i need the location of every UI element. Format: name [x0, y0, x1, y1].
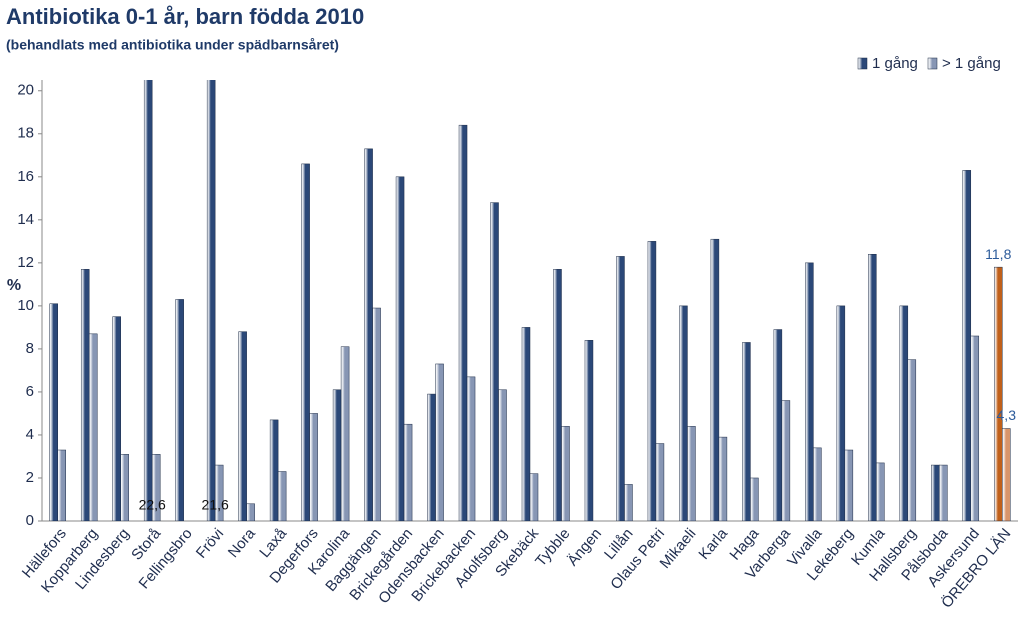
y-tick-label: 12 — [17, 254, 34, 271]
bar — [970, 335, 980, 521]
bar — [931, 464, 940, 521]
bar — [151, 454, 161, 521]
y-tick-label: 18 — [17, 125, 34, 142]
bar — [939, 464, 948, 521]
bar — [521, 327, 531, 521]
x-tick-label: Tybble — [532, 525, 573, 570]
bar — [277, 471, 287, 521]
bar — [246, 503, 255, 521]
bar — [332, 389, 342, 521]
bar — [143, 80, 153, 521]
bar — [175, 299, 184, 521]
bar — [750, 477, 759, 521]
y-tick-label: 10 — [17, 297, 34, 314]
bar — [309, 413, 318, 521]
value-label: 11,8 — [985, 246, 1011, 262]
x-tick-label: Karla — [695, 525, 731, 563]
value-label: 4,3 — [997, 407, 1017, 423]
legend-swatch — [927, 57, 938, 70]
bar — [403, 423, 413, 521]
bar — [57, 449, 66, 521]
bar — [907, 359, 917, 521]
bar — [206, 80, 216, 521]
bar — [466, 376, 476, 521]
value-label: 22,6 — [139, 497, 166, 513]
y-tick-label: 20 — [17, 82, 34, 99]
x-tick-label: Ängen — [564, 525, 605, 569]
bar — [269, 419, 279, 521]
y-tick-label: 0 — [26, 512, 34, 529]
bar — [868, 253, 877, 521]
bar — [340, 346, 350, 521]
bar — [687, 426, 696, 521]
bar — [710, 238, 720, 521]
y-tick-label: 6 — [26, 383, 34, 400]
value-label: 21,6 — [202, 497, 229, 513]
bar — [655, 443, 665, 521]
legend-swatch — [857, 57, 868, 70]
bar — [238, 331, 247, 521]
chart-subtitle: (behandlats med antibiotika under spädba… — [6, 37, 339, 53]
chart-title: Antibiotika 0-1 år, barn födda 2010 — [6, 4, 364, 29]
bar — [427, 393, 436, 521]
bar — [584, 340, 594, 521]
bar — [1002, 428, 1011, 521]
legend-label: 1 gång — [872, 55, 918, 72]
bar — [679, 305, 688, 521]
bar — [742, 342, 751, 521]
bar — [372, 307, 381, 521]
bar — [876, 462, 885, 521]
x-tick-label: Frövi — [193, 525, 227, 561]
bar — [120, 454, 129, 521]
y-tick-label: 16 — [17, 168, 34, 185]
y-tick-label: 2 — [26, 469, 34, 486]
bar — [301, 163, 310, 521]
bar — [364, 148, 373, 521]
y-axis-label: % — [7, 277, 21, 294]
bar — [435, 363, 444, 521]
bar — [781, 400, 791, 521]
bars — [49, 80, 1011, 521]
bar — [647, 241, 657, 521]
bar — [498, 389, 507, 521]
bar — [899, 305, 909, 521]
bar — [836, 305, 846, 521]
y-tick-label: 4 — [26, 426, 34, 443]
bar — [395, 176, 405, 521]
bar — [458, 124, 468, 521]
bar — [844, 449, 854, 521]
legend-label: > 1 gång — [942, 55, 1001, 72]
bar — [88, 333, 98, 521]
bar — [49, 303, 58, 521]
bar — [773, 329, 783, 521]
bar — [624, 484, 633, 521]
bar — [490, 202, 499, 521]
bar — [962, 170, 972, 521]
bar — [80, 269, 90, 521]
y-tick-label: 8 — [26, 340, 34, 357]
bar — [994, 266, 1003, 521]
bar — [561, 426, 570, 521]
bar — [529, 473, 539, 521]
x-tick-label: Nora — [225, 525, 259, 561]
bar — [718, 436, 728, 521]
bar — [553, 269, 562, 521]
bar — [805, 262, 814, 521]
y-tick-label: 14 — [17, 211, 34, 228]
bar — [112, 316, 121, 521]
bar — [813, 447, 822, 521]
bar — [214, 464, 224, 521]
bar — [616, 256, 625, 521]
